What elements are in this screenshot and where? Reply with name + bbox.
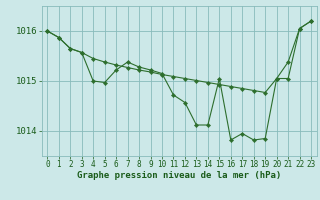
X-axis label: Graphe pression niveau de la mer (hPa): Graphe pression niveau de la mer (hPa) bbox=[77, 171, 281, 180]
